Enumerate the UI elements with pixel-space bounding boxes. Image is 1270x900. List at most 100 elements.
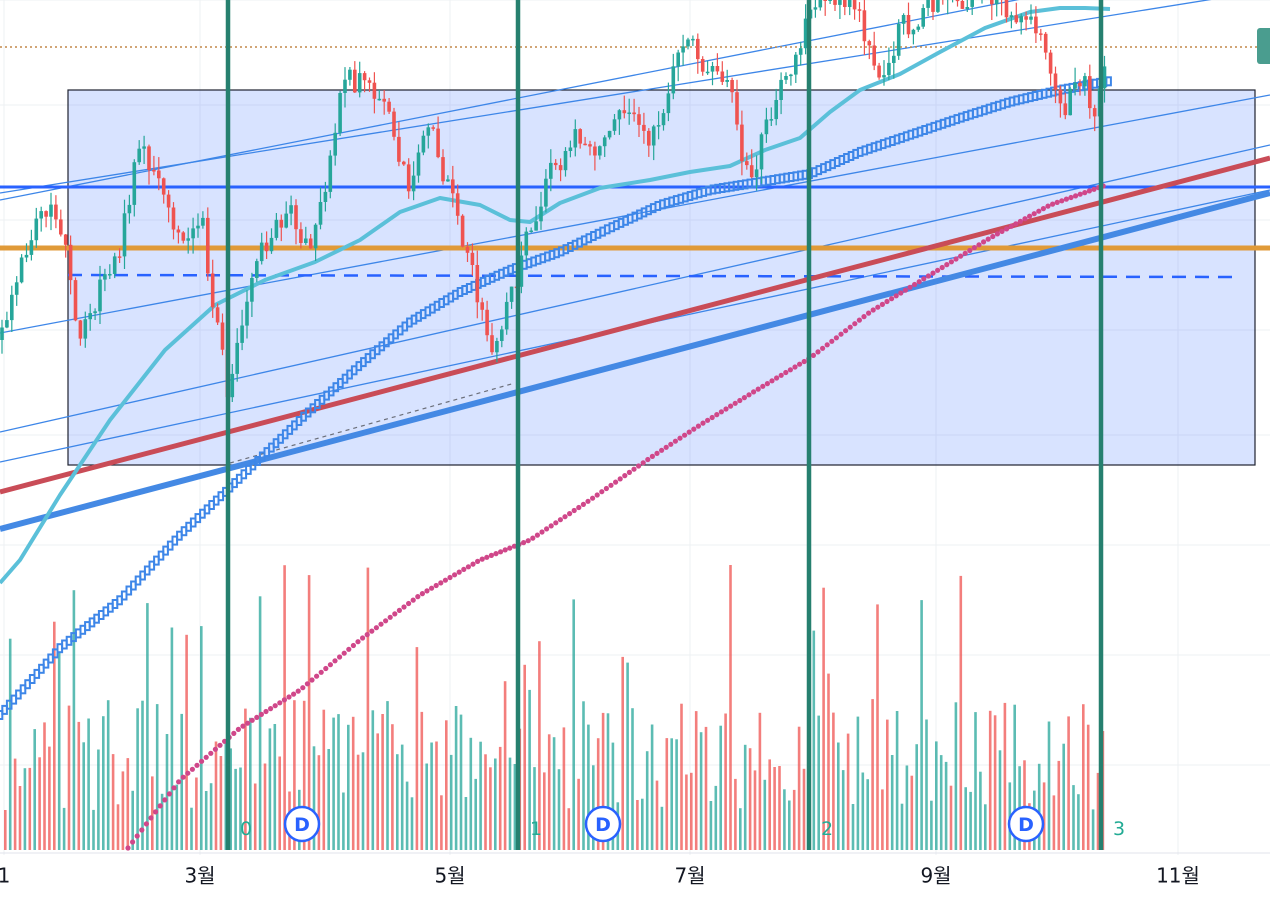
ma-pink-point [429,585,435,591]
candle [475,250,480,319]
volume-bar [930,800,933,850]
candle [304,226,308,245]
volume-bar [337,714,340,850]
volume-bar [185,634,188,850]
ma-pink-point [1059,198,1065,204]
channel-line-2[interactable] [0,144,1270,433]
trend-line-blue[interactable] [0,190,1270,532]
cycle-label-2: 2 [821,818,833,840]
volume-bar [155,704,159,850]
volume-bar [925,719,928,850]
volume-bar [949,785,953,850]
candle [495,337,499,363]
candle [250,272,254,317]
ma-pink-point [760,383,766,389]
projection-line[interactable] [229,382,516,464]
ma-pink-point [879,301,886,307]
ma-pink-point [686,429,692,435]
candle [402,160,406,166]
candle [73,277,78,322]
ma-pink-point [212,746,218,752]
volume-bar [214,741,218,850]
candle [588,140,592,156]
volume-bar [538,641,541,850]
cycle-lines[interactable]: 0 1 2 3 [225,0,1125,850]
ma-pink-point [866,310,872,316]
candle [406,158,411,199]
candle [813,0,818,18]
ma-pink-point [764,381,771,387]
candle [230,364,235,402]
volume-bar [895,711,899,850]
ma-pink-point [1027,213,1033,219]
volume-bar [1013,704,1016,850]
volume-bar [361,752,365,850]
ma-pink-point [447,574,453,581]
ma-cyan-line [0,6,1111,585]
candle [446,175,450,182]
dividend-marker-0: D [283,805,321,843]
ma-pink-point [484,554,490,560]
ma-pink-point [640,460,646,466]
volume-bar [410,797,414,850]
dividend-marker-2: D [1007,805,1045,843]
candle [784,72,788,84]
parallel-channel[interactable] [0,0,1270,464]
ma-pink-point [741,395,748,401]
ma-pink-point [636,463,642,469]
volume-bar [18,786,22,850]
volume-bar [699,732,703,850]
ma-pink-point [217,742,223,748]
candle [671,53,676,100]
candle [0,319,4,354]
volume-bar [680,703,683,850]
ma-pink-point [1091,186,1097,192]
channel-line-4[interactable] [0,0,1270,201]
volume-bar [190,807,193,850]
volume-bar [440,795,443,850]
candle [906,2,911,39]
volume-bar [763,779,767,850]
ma-pink-point [810,352,817,358]
candle [132,159,137,217]
ma-pink-point [838,331,844,337]
volume-bar [449,754,453,850]
trend-line-red[interactable] [0,155,1270,495]
candle [563,147,568,177]
volume-bar [964,787,967,850]
volume-bar [743,744,747,850]
volume-bar [832,712,835,850]
volume-bar [1086,724,1090,850]
ma-blue-point [38,663,45,674]
volume-bar [513,764,517,850]
dashed-level-line[interactable] [67,273,1236,279]
volume-bar [988,710,992,850]
ma-pink-point [792,364,798,370]
candle [255,258,259,283]
ma-pink-point [350,642,356,649]
volume-bar [1052,795,1056,850]
candle [274,213,279,241]
channel-line-0[interactable] [0,0,1270,194]
x-tick-label-0: 1 [0,864,10,888]
volume-bar [249,717,252,850]
volume-bar [886,719,889,850]
volume-bar [4,810,7,850]
candle [509,286,514,309]
candle [259,232,264,265]
volume-bar [822,587,825,850]
volume-bar [935,741,938,850]
ma-pink-point [1045,203,1051,209]
volume-bar [1047,721,1051,850]
trend-lines[interactable] [0,155,1270,532]
ma-pink-point [530,535,536,541]
volume-bar [33,729,36,850]
volume-bar [489,767,492,850]
price-scale-tab[interactable] [1257,28,1270,64]
candle [1043,32,1048,60]
volume-bar [719,725,722,850]
candle [235,328,239,382]
candle [157,157,161,191]
volume-bar [729,565,732,850]
